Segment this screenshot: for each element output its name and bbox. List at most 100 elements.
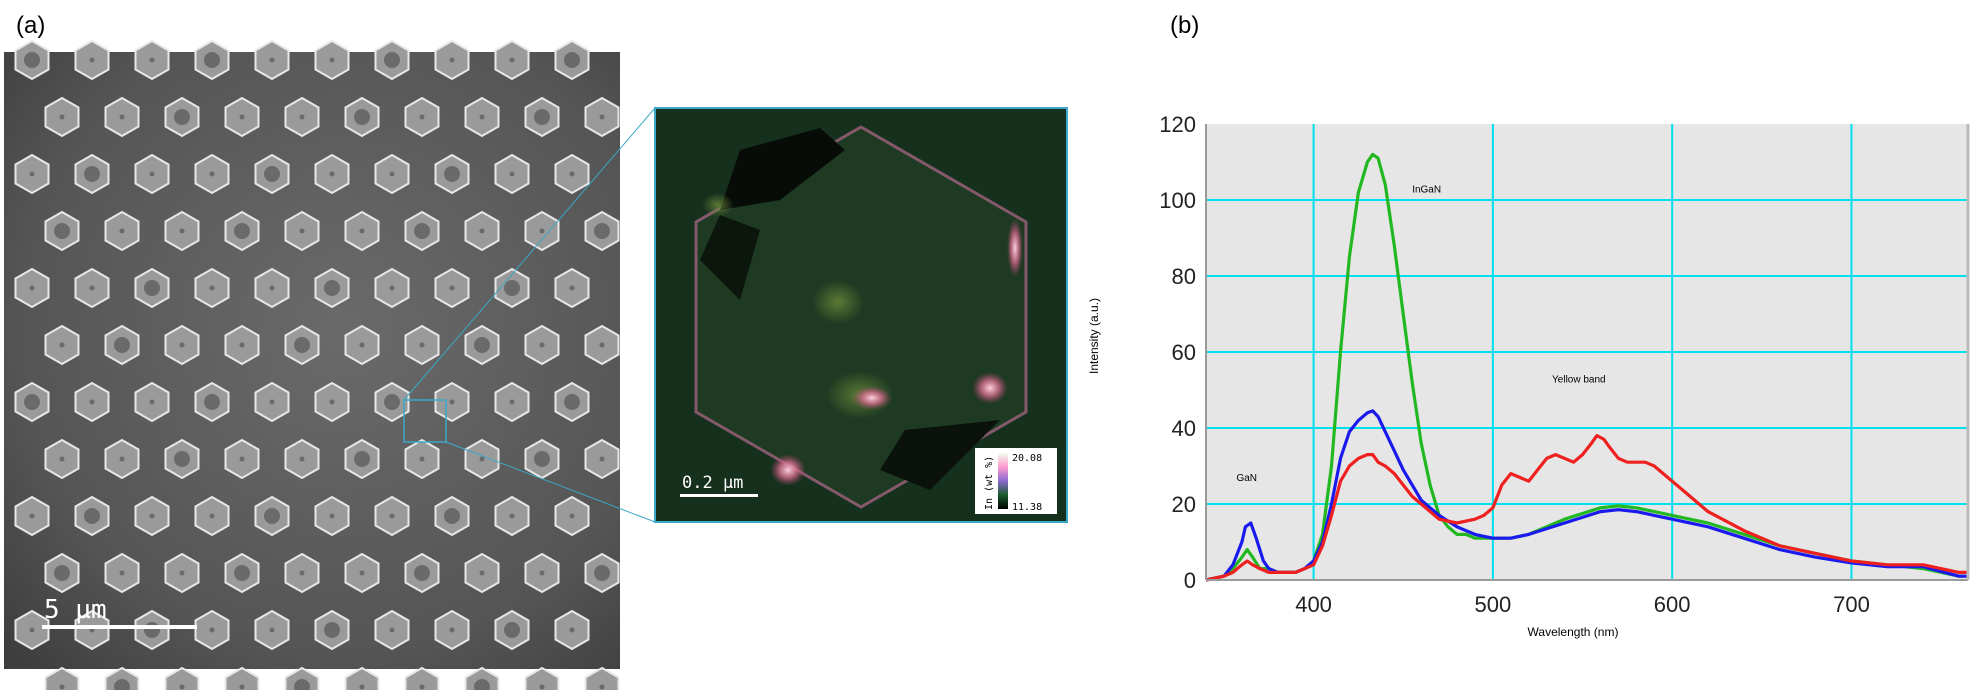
sem-hexagon xyxy=(404,666,440,690)
y-tick-label: 20 xyxy=(1172,492,1196,517)
sem-hexagon-core xyxy=(539,228,545,234)
sem-hexagon-core xyxy=(299,570,305,576)
chart-annotation: InGaN xyxy=(1412,184,1441,195)
sem-hexagon-core xyxy=(239,114,245,120)
sem-hexagon-core xyxy=(329,399,335,405)
sem-hexagon-core xyxy=(234,565,250,581)
sem-hexagon-core xyxy=(119,228,125,234)
sem-hexagon-core xyxy=(24,52,40,68)
sem-hexagon-core xyxy=(599,342,605,348)
sem-hexagon-core xyxy=(564,52,580,68)
x-tick-label: 500 xyxy=(1475,592,1512,617)
sem-hexagon-core xyxy=(119,456,125,462)
sem-hexagon-core xyxy=(174,109,190,125)
sem-hexagon-core xyxy=(329,57,335,63)
series-line-2 xyxy=(1205,434,1968,582)
sem-hexagon-core xyxy=(54,223,70,239)
sem-hexagon-core xyxy=(569,627,575,633)
sem-hexagon-core xyxy=(354,109,370,125)
sem-hexagon-core xyxy=(269,57,275,63)
x-tick-label: 600 xyxy=(1654,592,1691,617)
y-tick-label: 60 xyxy=(1172,340,1196,365)
sem-hexagon-core xyxy=(449,399,455,405)
sem-hexagon-core xyxy=(449,285,455,291)
sem-hexagon-core xyxy=(539,684,545,690)
sem-hexagon-core xyxy=(539,342,545,348)
y-tick-label: 120 xyxy=(1159,112,1196,137)
sem-hexagon-core xyxy=(239,684,245,690)
x-axis-title: Wavelength (nm) xyxy=(1528,625,1619,639)
chart-annotation: Yellow band xyxy=(1552,374,1606,385)
sem-hexagon-core xyxy=(389,285,395,291)
sem-hexagon-core xyxy=(149,399,155,405)
sem-hexagon-core xyxy=(419,342,425,348)
hexagon-mesa xyxy=(696,127,1026,507)
sem-hexagon-core xyxy=(479,456,485,462)
sem-hexagon-core xyxy=(449,627,455,633)
sem-hexagon-core xyxy=(479,570,485,576)
sem-hexagon-core xyxy=(444,508,460,524)
sem-hexagon-core xyxy=(269,399,275,405)
sem-hexagon-core xyxy=(504,280,520,296)
map-colorbar: In (wt %) 20.08 11.38 xyxy=(975,448,1057,514)
sem-hexagon-core xyxy=(389,513,395,519)
y-tick-label: 100 xyxy=(1159,188,1196,213)
sem-hexagon-core xyxy=(234,223,250,239)
sem-hexagon xyxy=(224,666,260,690)
sem-hexagon-core xyxy=(534,451,550,467)
annotations: InGaN Yellow band GaN xyxy=(1236,184,1605,484)
zoom-line-top xyxy=(403,107,656,401)
sem-hexagon-core xyxy=(509,513,515,519)
sem-hexagon-core xyxy=(59,342,65,348)
sem-hexagon-core xyxy=(359,342,365,348)
sem-hexagon-core xyxy=(599,114,605,120)
sem-hexagon xyxy=(524,666,560,690)
colorbar-max: 20.08 xyxy=(1012,453,1042,464)
sem-hexagon-core xyxy=(294,679,310,690)
sem-hexagon-core xyxy=(359,570,365,576)
colorbar-label: In (wt %) xyxy=(984,456,995,510)
sem-hexagon-core xyxy=(569,513,575,519)
sem-hexagon-core xyxy=(209,513,215,519)
y-tick-label: 80 xyxy=(1172,264,1196,289)
sem-scale-bar: 5 µm xyxy=(42,595,197,629)
sem-hexagon-core xyxy=(509,399,515,405)
sem-hexagon-core xyxy=(479,114,485,120)
map-scale-bar: 0.2 µm xyxy=(680,473,758,497)
sem-hexagon-core xyxy=(474,337,490,353)
panel-a-label: (a) xyxy=(16,12,46,39)
series-layer xyxy=(1205,152,1968,582)
sem-hexagon-core xyxy=(89,285,95,291)
sem-hexagon-core xyxy=(324,622,340,638)
sem-hexagon-core xyxy=(294,337,310,353)
sem-scale-label: 5 µm xyxy=(44,595,107,625)
sem-hexagon-core xyxy=(419,456,425,462)
y-tick-label: 0 xyxy=(1184,568,1196,593)
sem-hexagon-core xyxy=(239,342,245,348)
sem-hexagon-core xyxy=(444,166,460,182)
sem-hexagon xyxy=(44,666,80,690)
sem-hexagon-core xyxy=(119,114,125,120)
chart-annotation: GaN xyxy=(1236,473,1257,484)
sem-hexagon-core xyxy=(144,622,160,638)
panel-b-label: (b) xyxy=(1170,12,1200,39)
sem-hexagon-core xyxy=(419,114,425,120)
sem-hexagon-core xyxy=(179,684,185,690)
sem-hexagon-core xyxy=(299,114,305,120)
sem-hexagon-core xyxy=(504,622,520,638)
sem-hexagon-core xyxy=(359,684,365,690)
sem-hexagon xyxy=(164,666,200,690)
sem-hexagon-core xyxy=(329,171,335,177)
x-tick-label: 700 xyxy=(1833,592,1870,617)
tick-labels: 400 500 600 700 0 20 40 60 80 100 120 xyxy=(1159,112,1870,617)
sem-hexagon-core xyxy=(29,171,35,177)
sem-hexagon-core xyxy=(449,57,455,63)
sem-hexagon-core xyxy=(594,565,610,581)
sem-hexagon-core xyxy=(149,513,155,519)
sem-hexagon-core xyxy=(419,684,425,690)
sem-hexagon-core xyxy=(479,228,485,234)
sem-hexagon-core xyxy=(594,223,610,239)
sem-hexagon-core xyxy=(114,679,130,690)
zoom-line-bottom xyxy=(445,441,656,523)
sem-hexagon-core xyxy=(209,171,215,177)
